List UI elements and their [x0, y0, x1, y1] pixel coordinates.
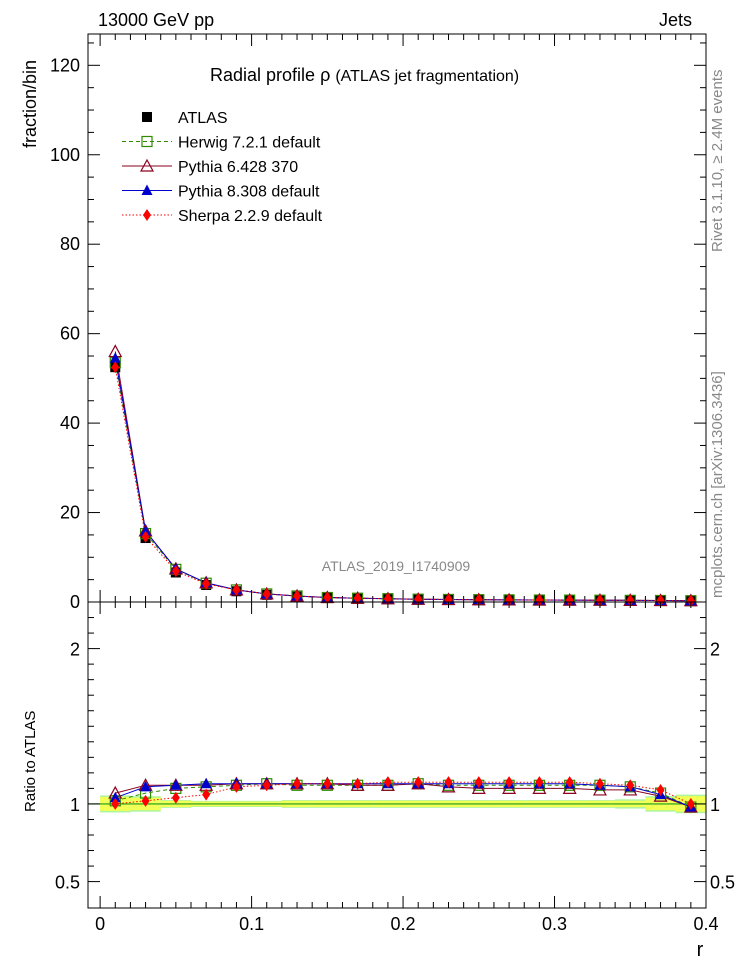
ratio-point-sherpa-2-2-9-default [595, 777, 604, 790]
main-point-sherpa-2-2-9-default [656, 594, 665, 607]
chart-title: Radial profile ρ (ATLAS jet fragmentatio… [210, 65, 519, 85]
main-point-sherpa-2-2-9-default [353, 592, 362, 605]
ratio-point-pythia-8-308-default [170, 779, 182, 790]
rivet-version-label: Rivet 3.1.10, ≥ 2.4M events [709, 70, 726, 253]
ratio-y-tick-label: 2 [70, 640, 80, 660]
main-point-pythia-8-308-default [109, 352, 121, 363]
ratio-point-sherpa-2-2-9-default [353, 777, 362, 790]
ratio-point-sherpa-2-2-9-default [444, 776, 453, 789]
ratio-y-tick-label-right: 2 [710, 640, 720, 660]
main-point-sherpa-2-2-9-default [565, 594, 574, 607]
main-y-tick-label: 80 [60, 234, 80, 254]
legend-label-pythia-8-308-default: Pythia 8.308 default [178, 184, 320, 201]
ratio-point-sherpa-2-2-9-default [171, 791, 180, 804]
ratio-point-sherpa-2-2-9-default [565, 776, 574, 789]
ratio-point-sherpa-2-2-9-default [323, 777, 332, 790]
main-y-tick-label: 40 [60, 413, 80, 433]
legend-marker-sherpa-2-2-9-default [143, 209, 151, 221]
main-point-sherpa-2-2-9-default [171, 565, 180, 578]
legend-marker-atlas [142, 112, 152, 122]
main-point-sherpa-2-2-9-default [505, 593, 514, 606]
x-tick-label: 0.4 [693, 914, 718, 934]
ratio-y-tick-label: 0.5 [55, 873, 80, 893]
ratio-point-sherpa-2-2-9-default [262, 779, 271, 792]
main-point-sherpa-2-2-9-default [535, 594, 544, 607]
main-point-sherpa-2-2-9-default [474, 593, 483, 606]
ratio-point-sherpa-2-2-9-default [293, 777, 302, 790]
ratio-point-sherpa-2-2-9-default [686, 797, 695, 810]
main-point-sherpa-2-2-9-default [232, 583, 241, 596]
ratio-point-sherpa-2-2-9-default [535, 776, 544, 789]
ratio-y-tick-label-right: 0.5 [710, 873, 735, 893]
main-point-sherpa-2-2-9-default [626, 594, 635, 607]
ratio-point-sherpa-2-2-9-default [141, 794, 150, 807]
ratio-uncertainty-band [88, 794, 706, 814]
ratio-panel: 0.5 0.5 1 1 2 2 0 0.1 0.2 0.3 0.4 Ratio to ATLAS r [22, 601, 735, 961]
header-right: Jets [659, 10, 692, 30]
header-left: 13000 GeV pp [98, 10, 214, 30]
ratio-point-pythia-8-308-default [109, 791, 121, 803]
main-point-pythia-8-308-default [140, 525, 152, 536]
ratio-point-sherpa-2-2-9-default [505, 776, 514, 789]
ratio-frame [87, 601, 707, 909]
ratio-series-markers [108, 776, 698, 813]
main-y-tick-label: 100 [50, 145, 80, 165]
ratio-y-axis-label: Ratio to ATLAS [22, 711, 39, 812]
legend-marker-pythia-8-308-default [141, 184, 153, 195]
main-y-axis-label: fraction/bin [20, 60, 40, 148]
x-tick-label: 0.2 [391, 914, 416, 934]
legend-label-atlas: ATLAS [178, 110, 228, 127]
x-tick-label: 0.1 [239, 914, 264, 934]
legend-label-pythia-6-428-370: Pythia 6.428 370 [178, 159, 298, 176]
main-point-sherpa-2-2-9-default [111, 361, 120, 374]
ratio-point-sherpa-2-2-9-default [474, 776, 483, 789]
x-tick-label: 0 [95, 914, 105, 934]
ratio-point-sherpa-2-2-9-default [626, 779, 635, 792]
legend-marker-pythia-6-428-370 [139, 158, 155, 172]
main-point-sherpa-2-2-9-default [686, 594, 695, 607]
x-tick-label: 0.3 [542, 914, 567, 934]
legend-label-herwig-7-2-1-default: Herwig 7.2.1 default [178, 135, 321, 152]
legend-marker-herwig-7-2-1-default [141, 135, 153, 148]
main-y-tick-label: 0 [70, 592, 80, 612]
ratio-point-pythia-6-428-370 [168, 778, 183, 791]
ratio-point-sherpa-2-2-9-default [111, 797, 120, 810]
ratio-point-sherpa-2-2-9-default [232, 780, 241, 793]
main-y-tick-label: 60 [60, 324, 80, 344]
main-point-sherpa-2-2-9-default [595, 594, 604, 607]
main-point-sherpa-2-2-9-default [293, 589, 302, 602]
ratio-point-sherpa-2-2-9-default [656, 783, 665, 796]
main-point-sherpa-2-2-9-default [323, 591, 332, 604]
main-panel: 0 20 40 60 80 100 120 Radial profile ρ (ATLAS … [20, 33, 707, 612]
ratio-point-pythia-8-308-default [200, 777, 212, 789]
ratio-point-sherpa-2-2-9-default [202, 788, 211, 801]
main-y-tick-label: 120 [50, 55, 80, 75]
main-point-sherpa-2-2-9-default [141, 530, 150, 543]
ratio-y-tick-label-right: 1 [710, 795, 720, 815]
ratio-point-sherpa-2-2-9-default [383, 776, 392, 789]
analysis-watermark: ATLAS_2019_I1740909 [322, 558, 471, 574]
ratio-point-pythia-8-308-default [140, 780, 152, 792]
legend: ATLAS Herwig 7.2.1 default Pythia 6.428 37… [122, 110, 323, 225]
main-y-tick-label: 20 [60, 503, 80, 523]
ratio-axis-ticks: 0.5 0.5 1 1 2 2 0 0.1 0.2 0.3 0.4 [55, 602, 735, 934]
ratio-point-sherpa-2-2-9-default [414, 776, 423, 789]
main-point-sherpa-2-2-9-default [262, 587, 271, 600]
main-point-sherpa-2-2-9-default [202, 577, 211, 590]
legend-label-sherpa-2-2-9-default: Sherpa 2.2.9 default [178, 208, 323, 225]
x-axis-label: r [697, 939, 704, 961]
ratio-y-tick-label: 1 [70, 795, 80, 815]
mcplots-label: mcplots.cern.ch [arXiv:1306.3436] [709, 371, 726, 598]
ratio-point-pythia-6-428-370 [683, 799, 698, 813]
